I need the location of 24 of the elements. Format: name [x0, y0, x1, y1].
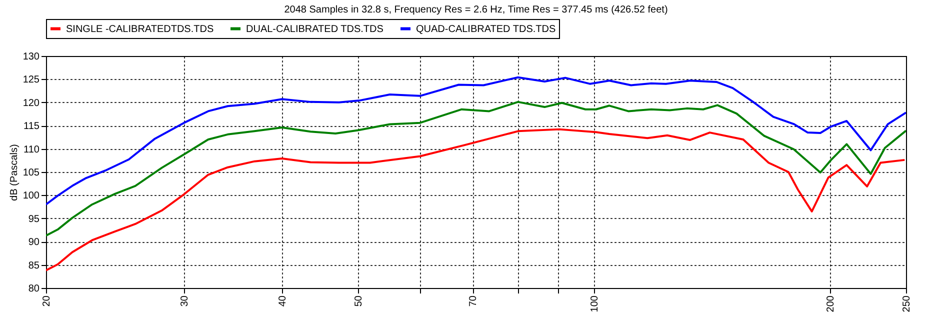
chart-title: 2048 Samples in 32.8 s, Frequency Res = 2.6 Hz, Time Res = 377.45 ms (426.52 feet)	[284, 4, 668, 16]
x-tick-label: 70	[468, 295, 480, 307]
legend-label: QUAD-CALIBRATED TDS.TDS	[416, 24, 556, 35]
y-tick-label: 100	[22, 190, 40, 202]
y-tick-label: 115	[24, 121, 40, 132]
y-axis-title: dB (Pascals)	[8, 144, 20, 201]
y-tick-label: 80	[28, 284, 40, 294]
y-tick-label: 125	[22, 74, 40, 86]
legend-label: SINGLE -CALIBRATEDTDS.TDS	[66, 24, 214, 35]
y-tick-label: 130	[22, 52, 40, 62]
x-tick-label: 50	[353, 295, 364, 307]
legend-label: DUAL-CALIBRATED TDS.TDS	[246, 24, 384, 35]
y-tick-label: 105	[22, 168, 40, 178]
x-tick-label: 40	[278, 295, 289, 307]
x-tick-label: 200	[826, 295, 837, 312]
y-tick-label: 90	[28, 237, 40, 248]
y-tick-label: 110	[24, 144, 40, 156]
y-tick-label: 120	[22, 98, 40, 109]
y-tick-label: 85	[28, 260, 40, 272]
x-tick-label: 250	[902, 295, 912, 312]
x-tick-label: 20	[42, 295, 52, 307]
x-tick-label: 30	[180, 295, 191, 307]
x-tick-label: 100	[590, 295, 601, 312]
y-tick-label: 95	[28, 214, 40, 225]
